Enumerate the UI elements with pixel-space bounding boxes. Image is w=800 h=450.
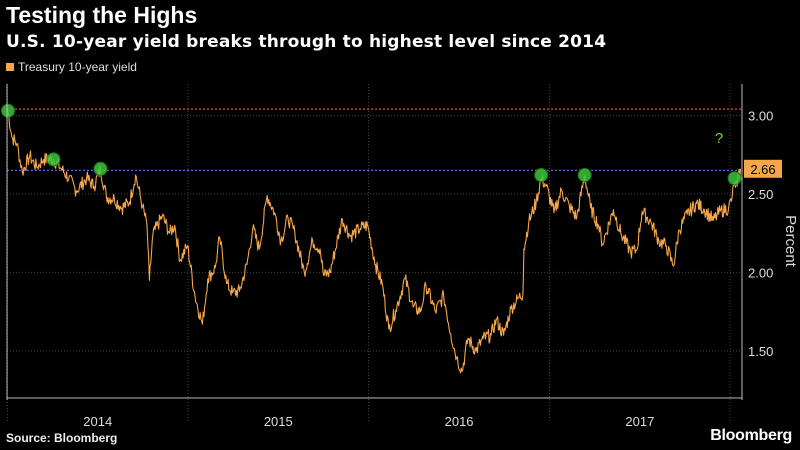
highlight-markers: [0, 103, 742, 186]
highlight-marker: [534, 168, 549, 183]
x-tick-label: 2017: [625, 414, 654, 429]
x-tick-label: 2015: [264, 414, 293, 429]
source-note: Source: Bloomberg: [6, 431, 118, 445]
y-tick-label: 2.00: [748, 265, 773, 280]
highlight-marker: [46, 152, 61, 167]
x-tick-label: 2016: [445, 414, 474, 429]
y-axis-title: Percent: [782, 215, 799, 268]
x-tick-label: 2014: [83, 414, 112, 429]
axes: 1.50 2.00 2.50 3.00 2014 2015 2016 2017 Percent: [6, 84, 799, 429]
y-tick-label: 2.50: [748, 187, 773, 202]
highlight-marker: [577, 168, 592, 183]
highlight-marker: [93, 161, 108, 176]
series-line: [6, 110, 742, 374]
chart-subtitle: U.S. 10-year yield breaks through to hig…: [6, 32, 607, 52]
y-tick-label: 3.00: [748, 108, 773, 123]
annotations: 2.66?: [715, 130, 782, 178]
highlight-marker: [0, 103, 15, 118]
y-tick-label: 1.50: [748, 344, 773, 359]
legend-label: Treasury 10-year yield: [18, 60, 137, 74]
chart-title: Testing the Highs: [6, 2, 198, 28]
question-mark-annotation: ?: [715, 130, 723, 147]
legend-swatch: [6, 63, 14, 71]
current-value-box: [744, 159, 782, 178]
reference-lines: [7, 108, 742, 172]
current-value-label: 2.66: [750, 162, 775, 177]
highlight-marker: [727, 171, 742, 186]
legend: Treasury 10-year yield: [6, 60, 137, 74]
series-layer: [6, 110, 742, 374]
bloomberg-logo: Bloomberg: [710, 427, 792, 444]
